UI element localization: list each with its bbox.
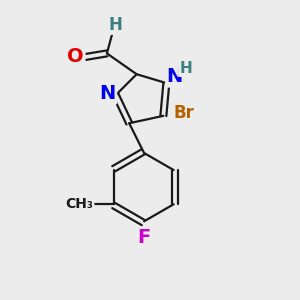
Text: N: N [167,67,183,86]
Text: CH₃: CH₃ [65,196,93,211]
Text: N: N [99,84,116,103]
Text: H: H [179,61,192,76]
Text: F: F [137,228,151,247]
Text: H: H [108,16,122,34]
Text: Br: Br [173,104,194,122]
Text: O: O [68,47,84,66]
